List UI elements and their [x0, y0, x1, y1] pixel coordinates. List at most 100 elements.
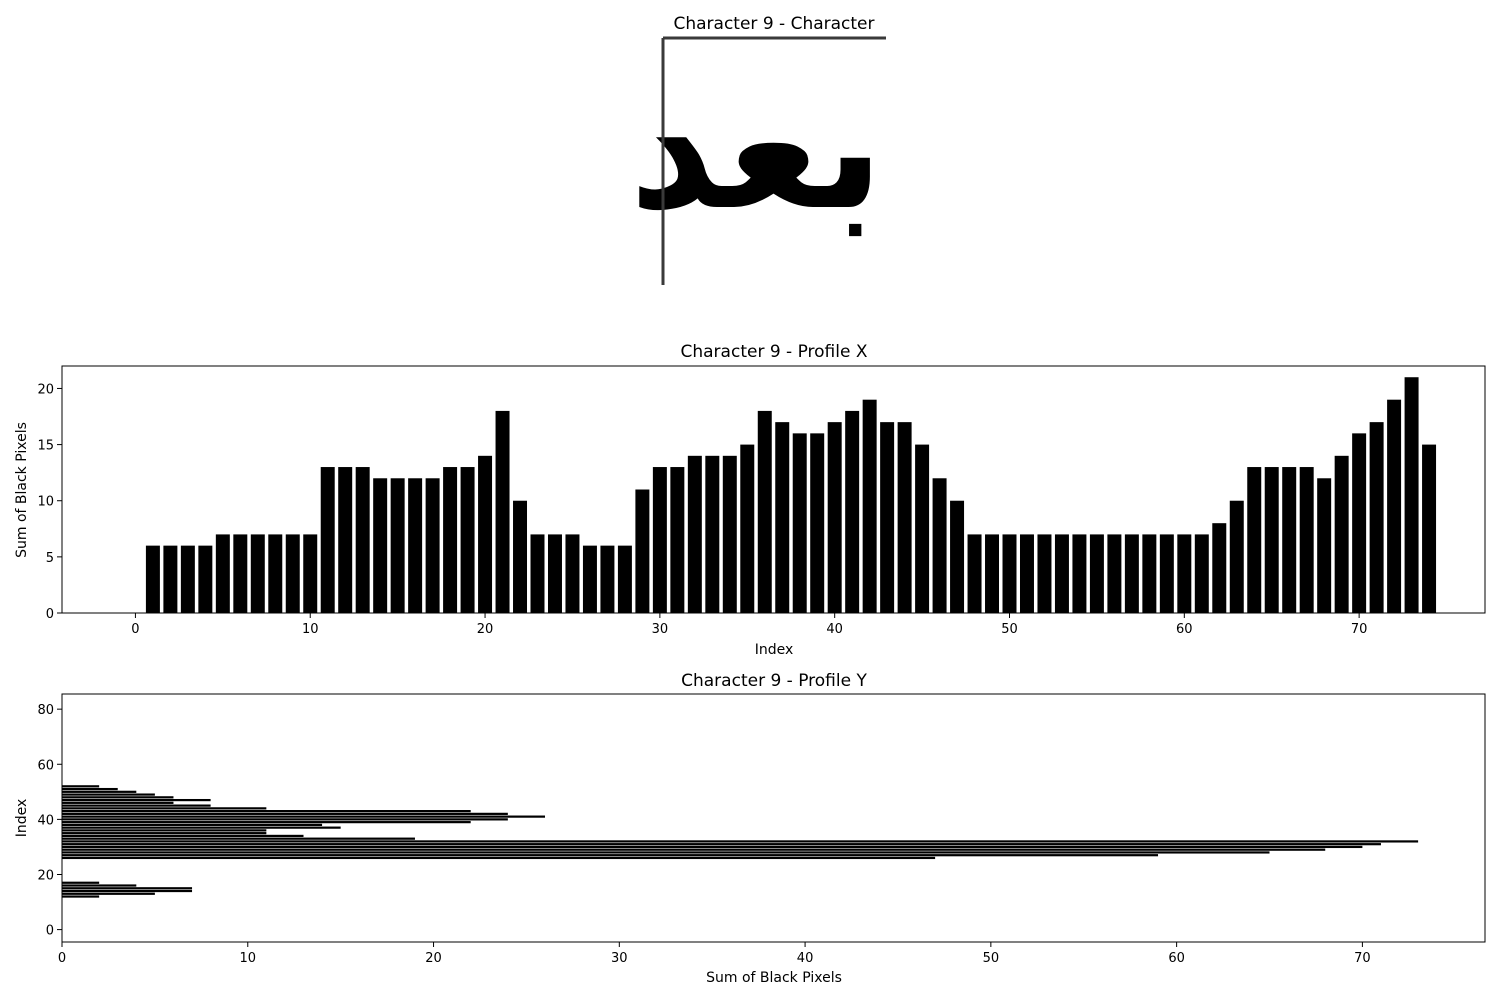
profile-x-xtick-label: 60	[1176, 622, 1193, 637]
profile-y-bar	[62, 801, 174, 804]
profile-y-xtick-label: 10	[239, 951, 256, 966]
profile-y-ytick-label: 80	[37, 703, 54, 718]
profile-x-bar	[198, 545, 213, 613]
profile-x-panel: Character 9 - Profile X 0 10 20 30 40 50 60 700…	[14, 342, 1486, 658]
profile-x-bar	[460, 467, 475, 613]
profile-x-ytick-label: 10	[37, 495, 54, 510]
profile-x-ylabel: Sum of Black Pixels	[14, 422, 30, 558]
profile-x-bar	[163, 545, 178, 613]
profile-x-bar	[722, 455, 737, 613]
profile-x-bar	[582, 545, 597, 613]
profile-y-bar	[62, 796, 174, 799]
profile-y-bar	[62, 837, 415, 840]
profile-y-bar	[62, 790, 137, 793]
profile-x-bar	[215, 534, 230, 613]
profile-x-bar	[827, 422, 842, 613]
profile-x-bar	[1124, 534, 1139, 613]
profile-y-xtick-label: 20	[425, 951, 442, 966]
profile-y-bar	[62, 804, 211, 807]
profile-x-bar	[897, 422, 912, 613]
profile-y-ytick-label: 60	[37, 758, 54, 773]
profile-y-bar	[62, 851, 1270, 854]
profile-x-bar	[1404, 377, 1419, 613]
profile-y-xlabel: Sum of Black Pixels	[706, 970, 842, 986]
profile-x-bar	[932, 478, 947, 613]
profile-x-bar	[1247, 467, 1262, 613]
profile-x-bar	[1072, 534, 1087, 613]
profile-y-xtick-label: 40	[797, 951, 814, 966]
profile-x-bar	[687, 455, 702, 613]
profile-y-bar	[62, 848, 1326, 851]
profile-x-bar	[775, 422, 790, 613]
profile-y-bar	[62, 832, 267, 835]
profile-x-bar	[408, 478, 423, 613]
profile-x-ytick-label: 15	[37, 439, 54, 454]
profile-x-bar	[495, 410, 510, 613]
profile-y-title: Character 9 - Profile Y	[681, 671, 867, 691]
profile-y-bar	[62, 845, 1363, 849]
profile-x-xtick-label: 30	[652, 622, 669, 637]
profile-y-bars	[62, 785, 1419, 898]
profile-x-bar	[1422, 444, 1437, 613]
profile-y-bar	[62, 856, 936, 860]
profile-y-bar	[62, 895, 100, 898]
profile-x-bar	[338, 467, 353, 613]
profile-x-bar	[268, 534, 283, 613]
character-image-area	[663, 38, 886, 285]
profile-x-title: Character 9 - Profile X	[681, 342, 868, 362]
profile-y-bar	[62, 887, 193, 890]
profile-x-bar	[1369, 422, 1384, 613]
profile-x-bar	[145, 545, 160, 613]
profile-x-bar	[600, 545, 615, 613]
character-panel-title: Character 9 - Character	[673, 14, 874, 34]
profile-x-xtick-label: 0	[131, 622, 139, 637]
profile-x-bar	[1334, 455, 1349, 613]
profile-x-bar	[565, 534, 580, 613]
profile-y-xtick-label: 30	[611, 951, 628, 966]
character-glyph: بعد	[629, 51, 884, 247]
profile-x-bar	[792, 433, 807, 613]
profile-x-bar	[985, 534, 1000, 613]
profile-x-bar	[1264, 467, 1279, 613]
profile-y-bar	[62, 812, 508, 815]
profile-x-bar	[1177, 534, 1192, 613]
profile-x-bar	[285, 534, 300, 613]
profile-x-plot-frame	[61, 365, 1486, 614]
profile-x-bar	[705, 455, 720, 613]
profile-x-xlabel: Index	[755, 642, 794, 658]
profile-x-bar	[1299, 467, 1314, 613]
profile-y-xtick-label: 50	[983, 951, 1000, 966]
profile-y-bar	[62, 815, 546, 818]
profile-x-bar	[1037, 534, 1052, 613]
profile-x-xtick-label: 10	[302, 622, 319, 637]
profile-x-bar	[1002, 534, 1017, 613]
profile-y-bar	[62, 798, 211, 802]
profile-x-bar	[303, 534, 318, 613]
profile-x-bar	[810, 433, 825, 613]
profile-y-bar	[62, 785, 100, 788]
profile-y-ylabel: Index	[14, 799, 30, 838]
profile-y-bar	[62, 818, 508, 821]
profile-x-xtick-label: 20	[477, 622, 494, 637]
profile-x-bar	[1019, 534, 1034, 613]
profile-y-xtick-label: 60	[1168, 951, 1185, 966]
profile-y-ticks: 0 10 20 30 40 50 60 70 0 20 40 60 80	[37, 703, 1370, 966]
profile-x-ticks: 0 10 20 30 40 50 60 70 0 5 10 15 20	[37, 382, 1367, 637]
profile-x-bar	[250, 534, 265, 613]
profile-x-bar	[373, 478, 388, 613]
profile-x-ytick-label: 0	[46, 607, 54, 622]
profile-y-bar	[62, 843, 1381, 846]
profile-y-bar	[62, 787, 118, 791]
profile-y-bar	[62, 854, 1159, 857]
profile-y-plot-frame	[61, 693, 1486, 943]
profile-x-xtick-label: 40	[826, 622, 843, 637]
profile-y-bar	[62, 840, 1419, 843]
profile-x-bar	[950, 500, 965, 613]
profile-x-xtick-label: 70	[1351, 622, 1368, 637]
profile-y-bar	[62, 881, 100, 884]
profile-y-bar	[62, 810, 471, 813]
profile-x-bar	[862, 399, 877, 613]
profile-x-bar	[233, 534, 248, 613]
profile-x-bars	[145, 377, 1437, 613]
